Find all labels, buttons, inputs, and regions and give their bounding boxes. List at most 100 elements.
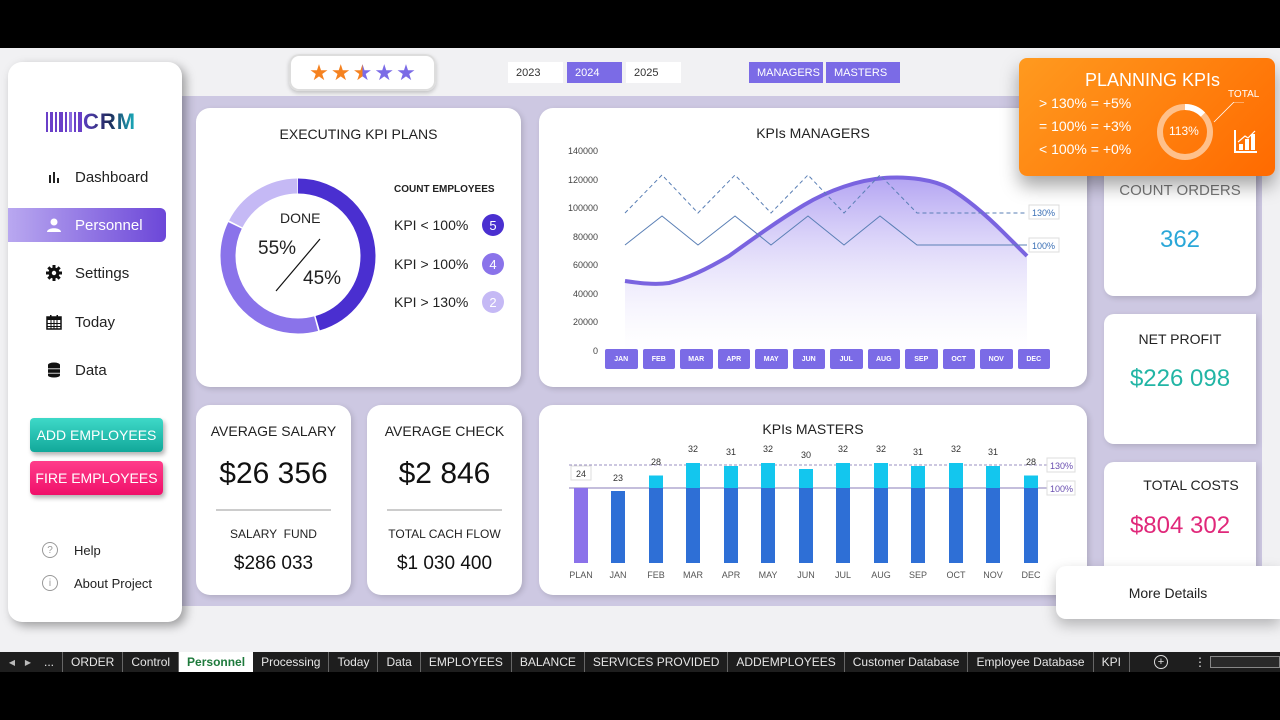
scroll-tabs-left-icon[interactable]: ◀ <box>8 657 16 667</box>
sidebar-item-data[interactable]: Data <box>8 353 166 387</box>
year-2024-button[interactable]: 2024 <box>567 62 622 83</box>
svg-text:NOV: NOV <box>983 570 1003 580</box>
sidebar-item-label: Settings <box>75 264 130 282</box>
star-half-icon[interactable]: ★ <box>352 59 373 85</box>
kpis-managers-card: KPIs MANAGERS 140000 120000 100000 80000… <box>539 108 1087 387</box>
sheet-tab-order[interactable]: ORDER <box>63 652 124 672</box>
sheet-tab-balance[interactable]: BALANCE <box>512 652 585 672</box>
remaining-percent: 45% <box>303 268 342 289</box>
month-button-jul[interactable]: JUL <box>830 349 863 369</box>
svg-text:31: 31 <box>988 447 998 457</box>
month-selector: JAN FEB MAR APR MAY JUN JUL AUG SEP OCT … <box>605 349 1050 369</box>
growth-chart-icon[interactable] <box>1233 128 1259 154</box>
count-badge: 2 <box>482 291 504 313</box>
kpi-row-label: KPI < 100% <box>394 217 469 233</box>
month-button-mar[interactable]: MAR <box>680 349 713 369</box>
fire-employees-button[interactable]: FIRE EMPLOYEES <box>30 461 163 495</box>
kpi-row-label: KPI > 130% <box>394 294 469 310</box>
average-salary-label: AVERAGE SALARY <box>210 423 337 439</box>
sidebar-item-today[interactable]: Today <box>8 305 166 339</box>
svg-text:24: 24 <box>576 469 586 479</box>
salary-fund-value: $286 033 <box>233 553 314 574</box>
sheet-tab-employee-database[interactable]: Employee Database <box>968 652 1094 672</box>
svg-text:31: 31 <box>913 447 923 457</box>
total-donut <box>1157 102 1244 160</box>
year-2023-button[interactable]: 2023 <box>508 62 563 83</box>
month-button-oct[interactable]: OCT <box>942 349 975 369</box>
count-employees-title: COUNT EMPLOYEES <box>394 184 495 195</box>
more-details-button[interactable]: More Details <box>1056 566 1280 619</box>
sheet-tab-kpi[interactable]: KPI <box>1094 652 1130 672</box>
svg-text:0: 0 <box>593 346 598 356</box>
sheet-tab-services-provided[interactable]: SERVICES PROVIDED <box>585 652 729 672</box>
svg-text:130%: 130% <box>1032 208 1055 218</box>
month-button-dec[interactable]: DEC <box>1017 349 1050 369</box>
scroll-tabs-right-icon[interactable]: ▶ <box>24 657 32 667</box>
star-icon[interactable]: ★ <box>374 59 395 85</box>
month-button-aug[interactable]: AUG <box>867 349 900 369</box>
sidebar-item-settings[interactable]: Settings <box>8 256 166 290</box>
kpi-rule: = 100% = +3% <box>1039 118 1132 134</box>
info-icon: i <box>42 575 58 591</box>
sheet-tab-personnel[interactable]: Personnel <box>179 652 254 672</box>
sheet-tab-addemployees[interactable]: ADDEMPLOYEES <box>728 652 845 672</box>
sheet-tab-today[interactable]: Today <box>329 652 379 672</box>
managers-area-chart: 140000 120000 100000 80000 60000 40000 2… <box>568 146 1060 356</box>
svg-text:32: 32 <box>876 444 886 454</box>
star-rating[interactable]: ★ ★ ★ ★ ★ <box>289 54 436 91</box>
average-check-card: AVERAGE CHECK $2 846 TOTAL CACH FLOW $1 … <box>367 405 522 595</box>
managers-button[interactable]: MANAGERS <box>749 62 823 83</box>
month-button-may[interactable]: MAY <box>755 349 788 369</box>
sidebar-item-personnel[interactable]: Personnel <box>8 208 166 242</box>
star-icon[interactable]: ★ <box>309 59 329 85</box>
svg-text:130%: 130% <box>1050 461 1073 471</box>
svg-text:31: 31 <box>726 447 736 457</box>
planning-kpis-title: PLANNING KPIs <box>1085 70 1221 90</box>
svg-text:JAN: JAN <box>609 570 626 580</box>
kpis-masters-card: KPIs MASTERS <box>539 405 1087 595</box>
sheet-tab-data[interactable]: Data <box>378 652 421 672</box>
count-badge: 4 <box>482 253 504 275</box>
sheet-tab-processing[interactable]: Processing <box>253 652 330 672</box>
month-button-jun[interactable]: JUN <box>792 349 825 369</box>
svg-text:DEC: DEC <box>1021 570 1041 580</box>
svg-text:60000: 60000 <box>573 260 598 270</box>
month-button-feb[interactable]: FEB <box>642 349 675 369</box>
horizontal-scrollbar[interactable] <box>1210 656 1280 668</box>
help-label: Help <box>74 542 101 558</box>
add-employees-button[interactable]: ADD EMPLOYEES <box>30 418 163 452</box>
month-button-sep[interactable]: SEP <box>905 349 938 369</box>
sheet-tab-customer-database[interactable]: Customer Database <box>845 652 969 672</box>
svg-text:80000: 80000 <box>573 232 598 242</box>
gear-icon <box>44 265 64 281</box>
sidebar-item-label: Today <box>75 313 116 331</box>
month-button-apr[interactable]: APR <box>717 349 750 369</box>
user-icon <box>44 217 64 233</box>
sheet-tab-employees[interactable]: EMPLOYEES <box>421 652 512 672</box>
average-check-label: AVERAGE CHECK <box>384 423 505 439</box>
star-icon[interactable]: ★ <box>396 59 416 85</box>
year-2025-button[interactable]: 2025 <box>626 62 681 83</box>
sheet-tab-bar: ◀ ▶ ... ORDER Control Personnel Processi… <box>0 652 1280 672</box>
sheet-tab-control[interactable]: Control <box>123 652 180 672</box>
masters-button[interactable]: MASTERS <box>826 62 900 83</box>
more-options-icon[interactable]: ⋮ <box>1194 655 1206 669</box>
svg-text:FEB: FEB <box>647 570 665 580</box>
about-project-link[interactable]: i About Project <box>42 575 152 591</box>
svg-text:28: 28 <box>651 457 661 467</box>
card-title: EXECUTING KPI PLANS <box>279 126 438 142</box>
month-button-jan[interactable]: JAN <box>605 349 638 369</box>
sidebar-item-dashboard[interactable]: Dashboard <box>8 160 166 194</box>
kpi-row-label: KPI > 100% <box>394 256 469 272</box>
month-button-nov[interactable]: NOV <box>980 349 1013 369</box>
add-sheet-icon[interactable]: + <box>1153 655 1168 669</box>
card-title: KPIs MASTERS <box>762 421 864 437</box>
count-badge: 5 <box>482 214 504 236</box>
help-link[interactable]: ? Help <box>42 542 101 558</box>
average-check-value: $2 846 <box>398 457 491 490</box>
star-icon[interactable]: ★ <box>330 59 351 85</box>
tabs-overflow[interactable]: ... <box>36 652 64 672</box>
calendar-icon <box>44 314 64 330</box>
total-costs-value: $804 302 <box>1129 512 1231 539</box>
count-orders-label: COUNT ORDERS <box>1119 182 1241 199</box>
